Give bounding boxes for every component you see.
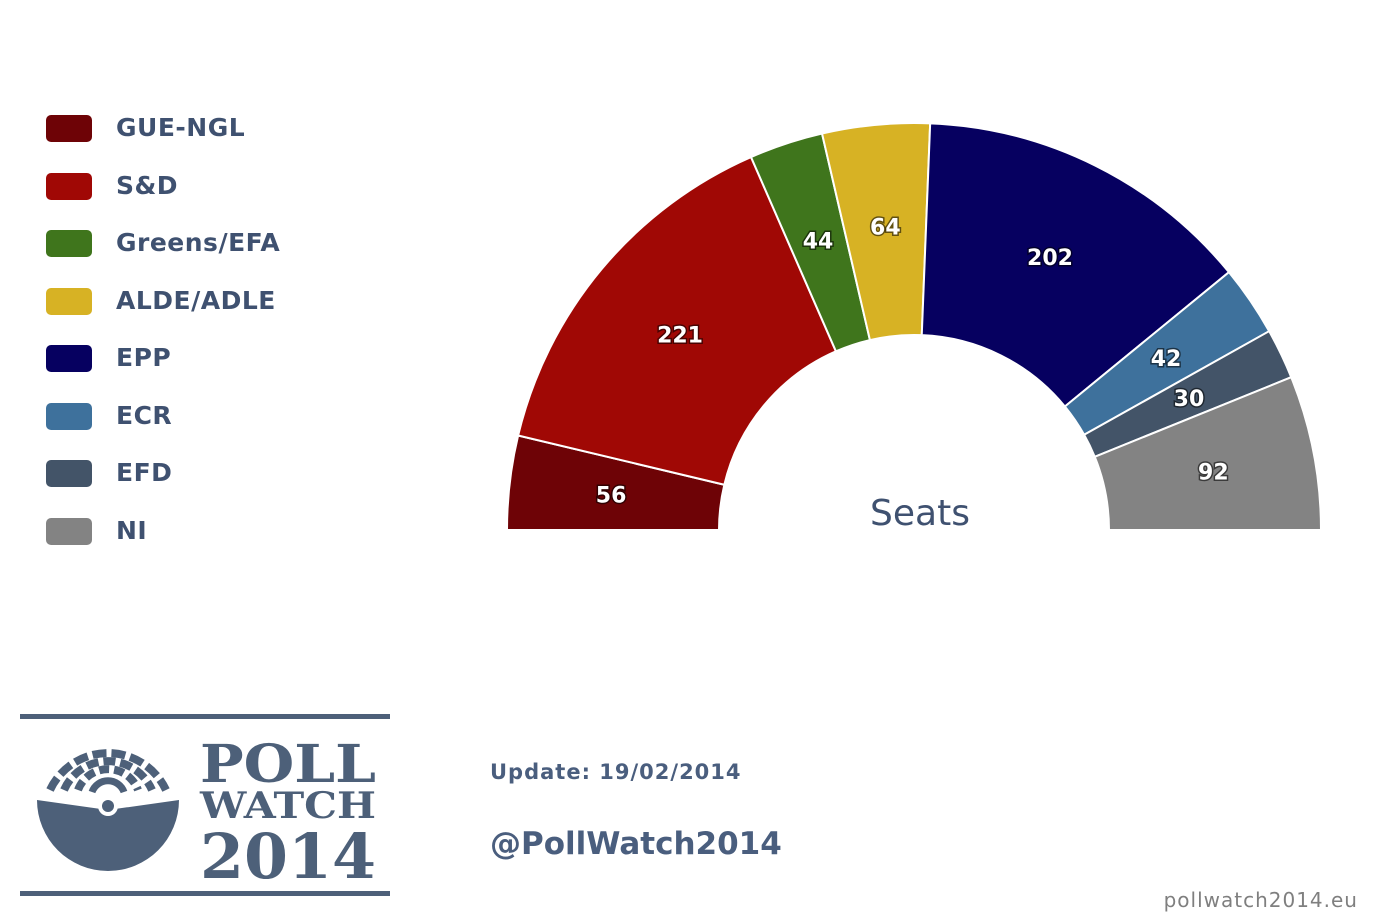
legend-item: EFD	[46, 458, 366, 488]
seat-value-label: 202	[1027, 246, 1073, 271]
legend-item: ECR	[46, 401, 366, 431]
legend-swatch	[46, 172, 92, 200]
legend-swatch	[46, 460, 92, 487]
legend-swatch	[46, 230, 92, 257]
legend-item: S&D	[46, 171, 366, 201]
legend-label: S&D	[116, 170, 179, 200]
logo-line-1: POLL	[200, 734, 376, 795]
legend-label: NI	[116, 515, 148, 545]
twitter-handle[interactable]: @PollWatch2014	[490, 826, 782, 862]
seat-value-label: 42	[1151, 347, 1182, 372]
legend-label: Greens/EFA	[116, 228, 281, 257]
legend-label: ECR	[116, 400, 173, 430]
update-date: Update: 19/02/2014	[490, 760, 742, 784]
center-label: Seats	[870, 493, 970, 534]
legend-item: Greens/EFA	[46, 228, 366, 258]
legend-item: GUE-NGL	[46, 113, 366, 143]
legend-item: EPP	[46, 343, 366, 373]
seat-segment-s-d	[516, 155, 838, 486]
seat-value-label: 92	[1198, 461, 1229, 486]
seat-value-label: 221	[657, 323, 703, 348]
legend-item: ALDE/ADLE	[46, 286, 366, 316]
legend-item: NI	[46, 516, 366, 546]
logo-line-2: WATCH	[199, 785, 376, 827]
logo-line-3: 2014	[200, 820, 376, 893]
legend-swatch	[46, 287, 92, 315]
seat-fan-icon	[37, 749, 179, 871]
seat-value-label: 44	[803, 229, 834, 254]
legend-swatch	[46, 402, 92, 430]
legend-label: EFD	[116, 458, 173, 487]
pollwatch-logo: POLL WATCH 2014	[20, 714, 390, 896]
seat-segment-epp	[920, 122, 1231, 408]
seat-value-label: 30	[1174, 387, 1205, 412]
legend-swatch	[46, 345, 92, 372]
site-url[interactable]: pollwatch2014.eu	[1163, 888, 1358, 912]
seat-value-label: 56	[596, 483, 627, 508]
legend-swatch	[46, 115, 92, 142]
legend-label: GUE-NGL	[116, 113, 246, 142]
legend-label: EPP	[116, 343, 172, 372]
legend-label: ALDE/ADLE	[116, 285, 276, 315]
seat-value-label: 64	[870, 215, 901, 240]
legend-swatch	[46, 517, 92, 545]
seat-segment-ni	[1093, 375, 1323, 531]
